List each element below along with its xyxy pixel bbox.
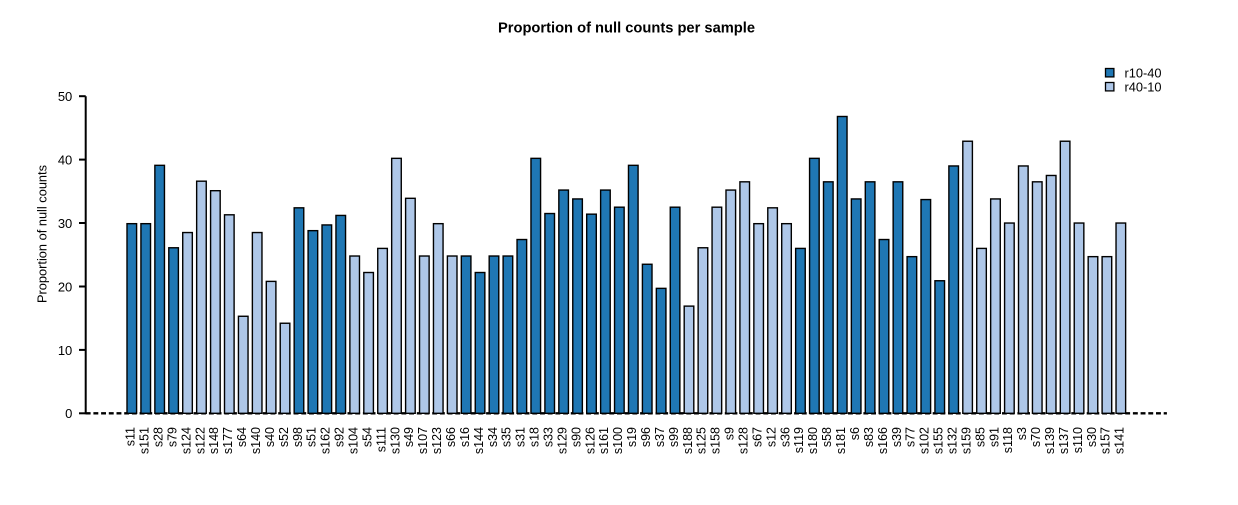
svg-text:s85: s85 [973, 427, 987, 447]
svg-text:s49: s49 [402, 427, 416, 447]
svg-text:s16: s16 [458, 427, 472, 447]
svg-text:s83: s83 [862, 427, 876, 447]
svg-text:s161: s161 [597, 427, 611, 454]
svg-text:s64: s64 [235, 427, 249, 447]
svg-text:s130: s130 [388, 427, 402, 454]
svg-text:s19: s19 [625, 427, 639, 447]
svg-text:s98: s98 [291, 427, 305, 447]
svg-text:s177: s177 [221, 427, 235, 454]
svg-text:s188: s188 [681, 427, 695, 454]
svg-text:s155: s155 [932, 427, 946, 454]
svg-text:s6: s6 [848, 427, 862, 440]
svg-text:s77: s77 [904, 427, 918, 447]
svg-text:s67: s67 [750, 427, 764, 447]
svg-text:s125: s125 [695, 427, 709, 454]
svg-text:s124: s124 [179, 427, 193, 454]
svg-text:10: 10 [58, 343, 72, 358]
svg-text:40: 40 [58, 153, 72, 168]
svg-text:s36: s36 [778, 427, 792, 447]
svg-text:s119: s119 [792, 427, 806, 453]
svg-text:s90: s90 [569, 427, 583, 447]
svg-text:r10-40: r10-40 [1125, 65, 1162, 80]
svg-text:s141: s141 [1113, 427, 1127, 454]
svg-text:s96: s96 [639, 427, 653, 447]
svg-text:s31: s31 [514, 427, 528, 447]
svg-text:s144: s144 [472, 427, 486, 454]
svg-text:50: 50 [58, 89, 72, 104]
svg-text:s181: s181 [834, 427, 848, 454]
svg-text:s102: s102 [918, 427, 932, 454]
svg-text:s11: s11 [124, 427, 138, 446]
svg-text:s33: s33 [542, 427, 556, 447]
svg-text:s126: s126 [583, 427, 597, 454]
svg-text:30: 30 [58, 216, 72, 231]
svg-text:s70: s70 [1029, 427, 1043, 447]
svg-text:s162: s162 [319, 427, 333, 454]
svg-text:s79: s79 [165, 427, 179, 447]
svg-text:0: 0 [65, 406, 72, 421]
svg-text:s39: s39 [890, 427, 904, 447]
svg-text:s148: s148 [207, 427, 221, 454]
svg-text:s66: s66 [444, 427, 458, 447]
svg-text:s12: s12 [764, 427, 778, 447]
svg-text:s9: s9 [723, 427, 737, 440]
svg-text:s180: s180 [806, 427, 820, 454]
svg-text:s35: s35 [500, 427, 514, 447]
svg-text:s30: s30 [1085, 427, 1099, 447]
svg-text:s118: s118 [1001, 427, 1015, 453]
svg-text:s159: s159 [959, 427, 973, 454]
svg-text:s122: s122 [193, 427, 207, 454]
svg-text:s129: s129 [555, 427, 569, 454]
svg-text:s28: s28 [151, 427, 165, 447]
svg-text:s139: s139 [1043, 427, 1057, 454]
svg-text:s51: s51 [305, 427, 319, 447]
svg-text:s54: s54 [360, 427, 374, 447]
svg-text:s100: s100 [611, 427, 625, 454]
svg-text:s157: s157 [1099, 427, 1113, 454]
svg-text:s3: s3 [1015, 427, 1029, 440]
svg-text:s104: s104 [346, 427, 360, 454]
svg-text:20: 20 [58, 279, 72, 294]
svg-text:s107: s107 [416, 427, 430, 454]
svg-text:s91: s91 [987, 427, 1001, 447]
svg-text:s140: s140 [249, 427, 263, 454]
svg-text:Proportion of null counts: Proportion of null counts [35, 165, 50, 303]
svg-text:s123: s123 [430, 427, 444, 454]
svg-text:s132: s132 [945, 427, 959, 454]
svg-text:s166: s166 [876, 427, 890, 454]
svg-text:s37: s37 [653, 427, 667, 447]
svg-text:s99: s99 [667, 427, 681, 447]
svg-text:s128: s128 [737, 427, 751, 454]
svg-text:s58: s58 [820, 427, 834, 447]
svg-text:s52: s52 [277, 427, 291, 447]
svg-text:s92: s92 [333, 427, 347, 447]
svg-text:s151: s151 [138, 427, 152, 454]
svg-text:s137: s137 [1057, 427, 1071, 454]
svg-text:s34: s34 [486, 427, 500, 447]
svg-text:Proportion of null counts per: Proportion of null counts per sample [498, 20, 755, 36]
svg-text:s18: s18 [528, 427, 542, 447]
svg-text:s158: s158 [709, 427, 723, 454]
svg-text:s110: s110 [1071, 427, 1085, 453]
svg-text:s40: s40 [263, 427, 277, 447]
svg-text:r40-10: r40-10 [1125, 79, 1162, 94]
svg-text:s111: s111 [374, 427, 388, 452]
